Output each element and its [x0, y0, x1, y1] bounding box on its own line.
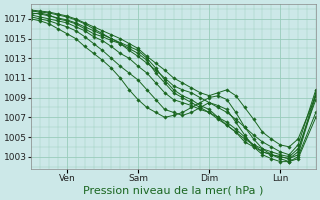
X-axis label: Pression niveau de la mer( hPa ): Pression niveau de la mer( hPa )	[84, 186, 264, 196]
